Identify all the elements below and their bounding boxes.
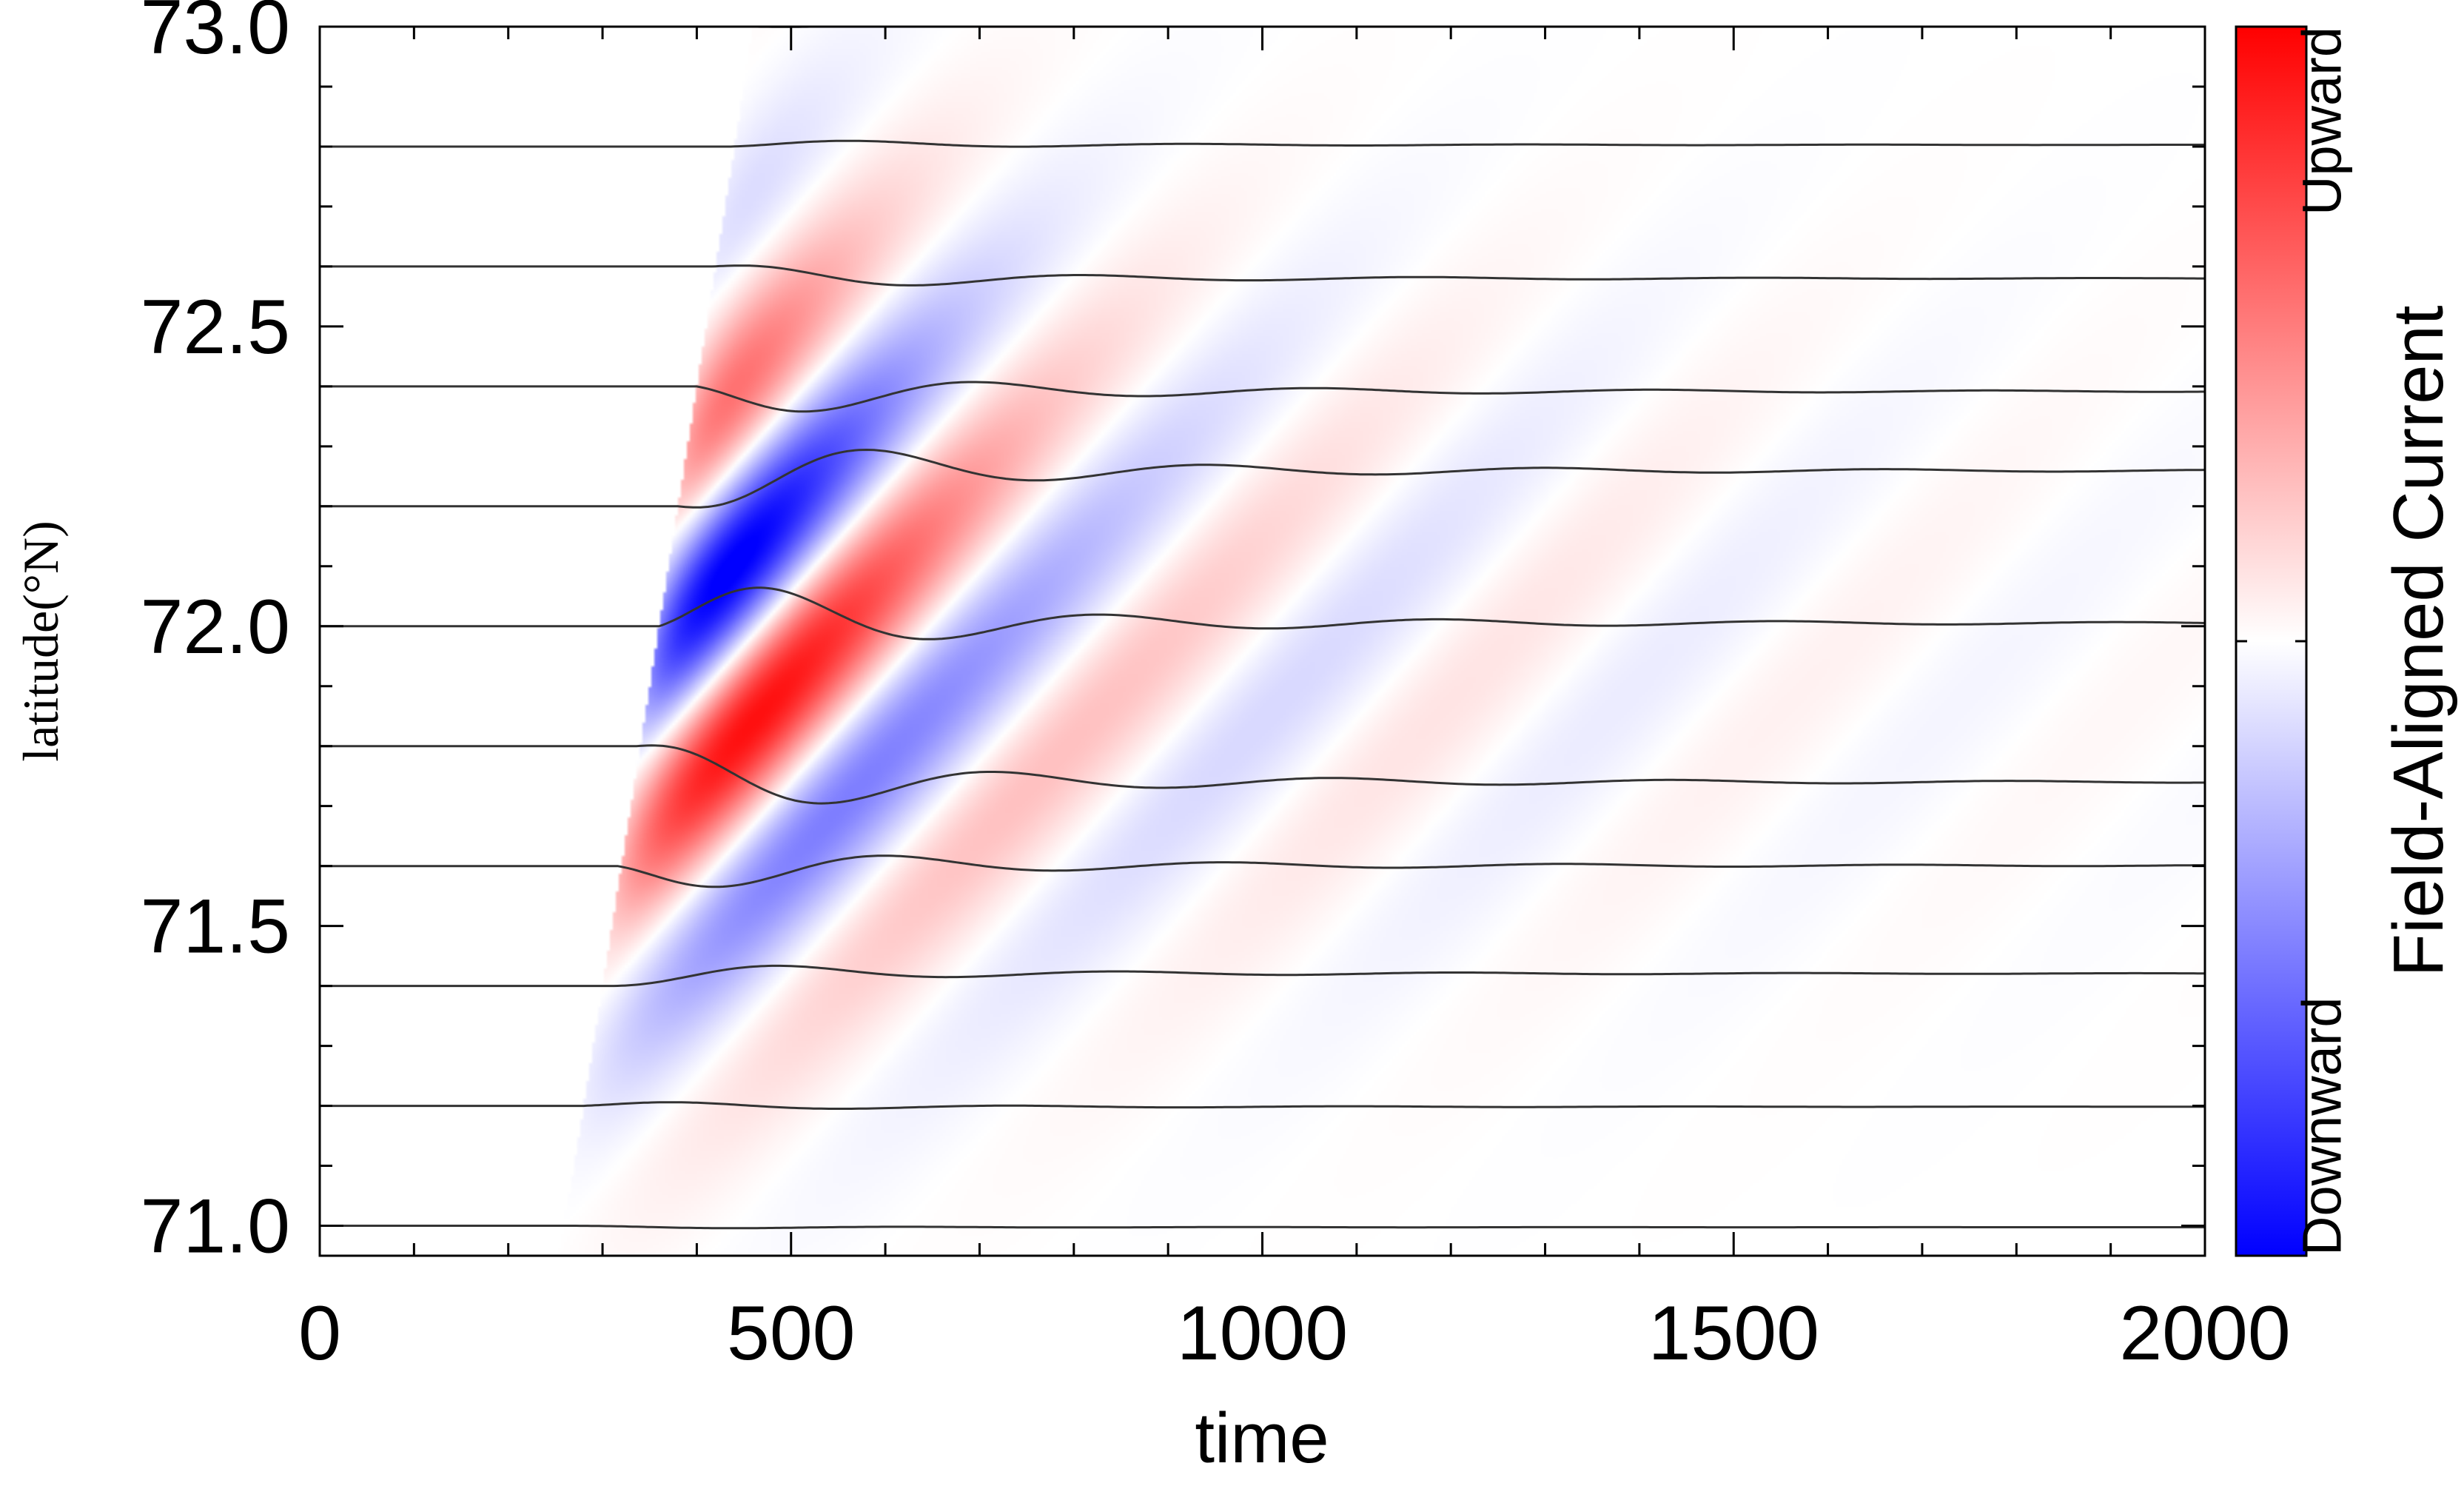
trace-line-2 bbox=[320, 964, 2205, 988]
trace-lines bbox=[320, 27, 2205, 1230]
trace-line-1 bbox=[320, 1101, 2205, 1110]
x-tick-label: 2000 bbox=[2119, 1291, 2290, 1376]
y-tick-label: 73.0 bbox=[141, 0, 290, 70]
plot-area: 0 500 1000 1500 2000 71.0 71.5 72.0 72.5 73.0 bbox=[141, 0, 2291, 1376]
y-tick-label: 72.5 bbox=[141, 284, 290, 370]
colorbar-gradient bbox=[2236, 27, 2306, 1256]
heatmap-field bbox=[320, 27, 2205, 1256]
trace-line-4 bbox=[320, 744, 2205, 805]
colorbar-bottom-label: Downward bbox=[2292, 997, 2353, 1256]
x-tick-label: 1500 bbox=[1648, 1291, 1819, 1376]
x-tick-label: 1000 bbox=[1177, 1291, 1348, 1376]
y-tick-label: 71.0 bbox=[141, 1184, 290, 1270]
trace-line-0 bbox=[320, 1225, 2205, 1230]
x-axis-ticks bbox=[318, 27, 2206, 1256]
y-tick-label: 72.0 bbox=[141, 584, 290, 670]
colorbar: Upward Downward Field-Aligned Current bbox=[2235, 25, 2458, 1257]
y-axis-title: latitude(°N) bbox=[13, 521, 69, 762]
y-axis-tick-labels: 71.0 71.5 72.0 72.5 73.0 bbox=[141, 0, 290, 1270]
x-tick-label: 0 bbox=[298, 1291, 341, 1376]
trace-line-5 bbox=[320, 586, 2205, 640]
trace-line-9 bbox=[320, 139, 2205, 148]
trace-line-7 bbox=[320, 381, 2205, 413]
x-axis-title: time bbox=[1195, 1399, 1329, 1478]
colorbar-top-label: Upward bbox=[2292, 27, 2353, 215]
x-tick-label: 500 bbox=[727, 1291, 856, 1376]
colorbar-title: Field-Aligned Current bbox=[2379, 305, 2458, 977]
trace-line-8 bbox=[320, 264, 2205, 287]
y-axis-ticks bbox=[320, 25, 2205, 1228]
trace-line-3 bbox=[320, 854, 2205, 888]
y-tick-label: 71.5 bbox=[141, 884, 290, 970]
x-axis-tick-labels: 0 500 1000 1500 2000 bbox=[298, 1291, 2291, 1376]
trace-line-6 bbox=[320, 448, 2205, 509]
